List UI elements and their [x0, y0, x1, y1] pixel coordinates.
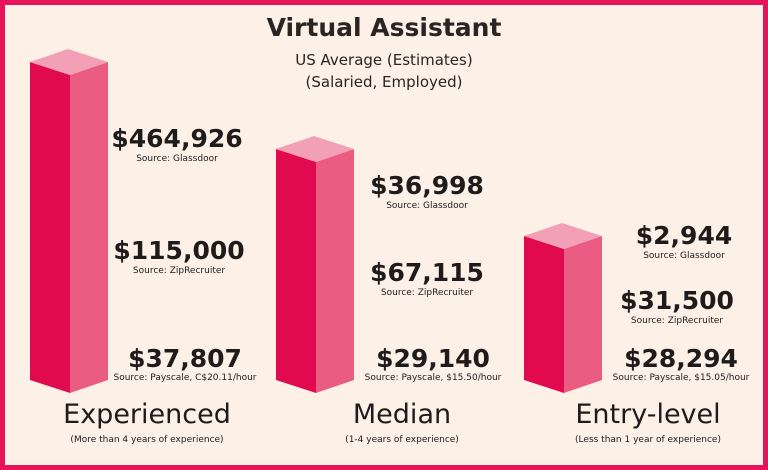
- entry-level-amount-payscale: $28,294: [624, 344, 738, 373]
- bar-median-front: [276, 149, 316, 393]
- chart-frame: Virtual Assistant US Average (Estimates)…: [5, 5, 763, 465]
- experienced-amount-glassdoor: $464,926: [111, 124, 243, 153]
- experienced-amount-payscale: $37,807: [128, 344, 242, 373]
- bar-entry-level-top: [524, 223, 602, 249]
- bar-experienced-top: [30, 49, 108, 75]
- bar-experienced-front: [30, 62, 70, 393]
- entry-level-source-ziprecruiter: Source: ZipRecruiter: [630, 316, 724, 326]
- bar-experienced-side: [70, 62, 108, 393]
- entry-level-amount-ziprecruiter: $31,500: [620, 286, 734, 315]
- median-source-ziprecruiter: Source: ZipRecruiter: [380, 288, 474, 298]
- category-entry-level: Entry-level: [575, 399, 721, 430]
- experienced-source-payscale: Source: Payscale, C$20.11/hour: [113, 373, 257, 383]
- bar-entry-level: [524, 223, 602, 393]
- bar-median-side: [316, 149, 354, 393]
- bar-median-top: [276, 136, 354, 162]
- category-median: Median: [352, 399, 452, 430]
- bar-experienced: [30, 49, 108, 393]
- entry-level-source-payscale: Source: Payscale, $15.05/hour: [612, 373, 750, 383]
- chart-subtitle: US Average (Estimates): [295, 51, 473, 69]
- median-amount-glassdoor: $36,998: [370, 171, 484, 200]
- bar-median: [276, 136, 354, 393]
- experienced-source-ziprecruiter: Source: ZipRecruiter: [132, 266, 226, 276]
- median-source-glassdoor: Source: Glassdoor: [386, 201, 468, 211]
- category-entry-level-detail: (Less than 1 year of experience): [575, 435, 721, 445]
- chart-title: Virtual Assistant: [266, 13, 502, 42]
- experienced-source-glassdoor: Source: Glassdoor: [136, 154, 218, 164]
- category-experienced-detail: (More than 4 years of experience): [70, 435, 224, 445]
- bar-entry-level-side: [564, 236, 602, 393]
- bar-entry-level-front: [524, 236, 564, 393]
- entry-level-amount-glassdoor: $2,944: [635, 221, 733, 250]
- median-source-payscale: Source: Payscale, $15.50/hour: [364, 373, 502, 383]
- entry-level-source-glassdoor: Source: Glassdoor: [643, 251, 725, 261]
- median-amount-ziprecruiter: $67,115: [370, 258, 484, 287]
- bar-graphics: [30, 49, 602, 393]
- category-median-detail: (1-4 years of experience): [345, 435, 459, 445]
- category-experienced: Experienced: [63, 399, 231, 430]
- median-amount-payscale: $29,140: [376, 344, 490, 373]
- experienced-amount-ziprecruiter: $115,000: [113, 236, 245, 265]
- chart-subtitle-2: (Salaried, Employed): [305, 73, 463, 91]
